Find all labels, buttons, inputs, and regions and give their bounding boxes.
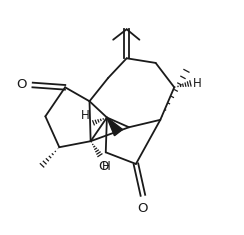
Text: H: H — [81, 109, 90, 122]
Polygon shape — [107, 118, 122, 136]
Text: H: H — [102, 160, 111, 173]
Text: H: H — [193, 77, 202, 90]
Text: O: O — [16, 78, 27, 91]
Text: O: O — [138, 202, 148, 215]
Text: O: O — [98, 160, 109, 173]
